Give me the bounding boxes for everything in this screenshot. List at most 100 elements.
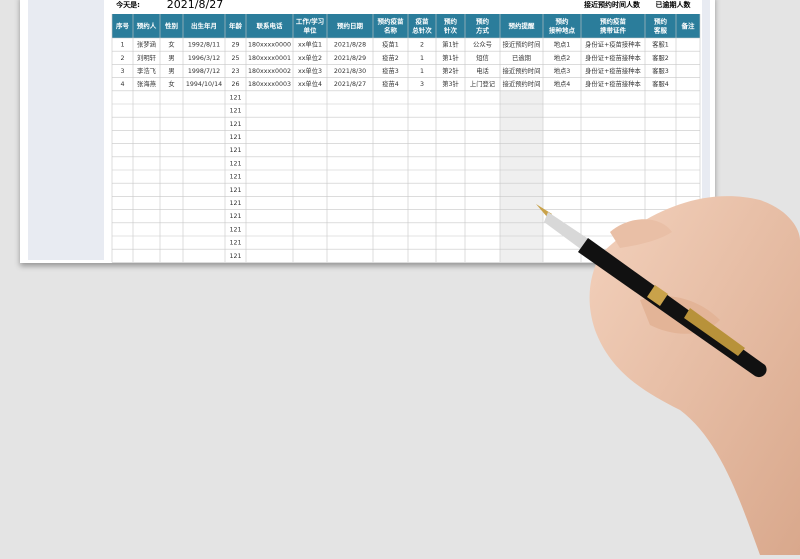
cell: xx单位1 (298, 40, 322, 49)
overdue-label: 已逾期人数 (656, 0, 692, 9)
reminder-shade (500, 183, 543, 197)
cell: 2 (420, 42, 424, 49)
cell: 上门登记 (470, 79, 496, 88)
cell: 121 (229, 187, 241, 194)
cell: 121 (229, 174, 241, 181)
cell: 接近预约时间 (503, 79, 541, 88)
cell: 121 (229, 200, 241, 207)
cell: 短信 (476, 53, 489, 62)
header-cell: 单位 (304, 26, 318, 35)
header-cell: 年龄 (229, 21, 243, 30)
reminder-shade (500, 170, 543, 184)
header-cell: 携带证件 (600, 26, 627, 35)
header-cell: 针次 (443, 26, 458, 35)
cell: 身份证+疫苗接种本 (585, 79, 641, 88)
cell: 客服3 (652, 66, 669, 75)
cell: 2021/8/30 (334, 68, 366, 75)
cell: 121 (229, 121, 241, 128)
reminder-shade (500, 90, 543, 104)
sheet (20, 0, 715, 263)
cell: 客服2 (652, 53, 669, 62)
cell: 疫苗2 (382, 53, 399, 62)
cell: 121 (229, 134, 241, 141)
cell: 121 (229, 253, 241, 260)
header-cell: 疫苗 (416, 17, 430, 26)
cell: 1992/8/11 (188, 42, 220, 49)
cell: 121 (229, 94, 241, 101)
header-cell: 方式 (476, 26, 490, 35)
cell: 男 (168, 54, 174, 62)
cell: 26 (231, 81, 239, 88)
header-cell: 预约人 (137, 21, 157, 30)
cell: 2021/8/29 (334, 55, 366, 62)
reminder-shade (500, 130, 543, 144)
cell: 第3针 (442, 79, 459, 88)
cell: 身份证+疫苗接种本 (585, 53, 641, 62)
reminder-shade (500, 236, 543, 250)
cell: 地点3 (554, 66, 571, 75)
cell: 电话 (476, 66, 489, 75)
cell: 180xxxx0001 (248, 55, 291, 62)
header-cell: 性别 (165, 21, 179, 30)
cell: 李浩飞 (137, 66, 157, 75)
reminder-shade (500, 156, 543, 170)
cell: 121 (229, 240, 241, 247)
reminder-shade (500, 117, 543, 131)
header-cell: 预约 (444, 17, 458, 26)
cell: 2021/8/28 (334, 42, 366, 49)
cell: 接近预约时间 (503, 66, 541, 75)
cell: 已逾期 (512, 53, 531, 62)
cell: xx单位3 (298, 66, 322, 75)
cell: 121 (229, 108, 241, 115)
cell: 疫苗4 (382, 79, 399, 88)
header-bg (112, 14, 700, 38)
cell: 1994/10/14 (186, 81, 222, 88)
header-cell: 接种地点 (549, 26, 576, 35)
cell: 180xxxx0002 (248, 68, 291, 75)
cell: 公众号 (473, 41, 492, 49)
cell: 女 (168, 40, 174, 49)
header-cell: 联系电话 (257, 21, 284, 30)
cell: 29 (231, 42, 239, 49)
cell: 1998/7/12 (188, 68, 220, 75)
cell: 身份证+疫苗接种本 (585, 66, 641, 75)
cell: 121 (229, 213, 241, 220)
cell: 客服1 (652, 40, 669, 49)
cell: 3 (120, 68, 124, 75)
cell: 地点4 (554, 79, 571, 88)
cell: 121 (229, 147, 241, 154)
cell: 121 (229, 226, 241, 233)
today-date: 2021/8/27 (167, 0, 223, 11)
header-cell: 预约疫苗 (378, 17, 405, 26)
header-cell: 预约 (556, 17, 570, 26)
cell: 3 (420, 81, 424, 88)
table: 序号 预约人 性别 出生年月 年龄 联系电话工作/学习单位预约日期预约疫苗名称疫苗总针次预… (111, 14, 701, 263)
header-cell: 客服 (653, 26, 668, 35)
header-cell: 备注 (681, 21, 696, 30)
cell: 1 (120, 42, 124, 49)
hand-with-pen (536, 196, 800, 555)
near-label: 接近预约时间人数 (584, 0, 641, 9)
cell: 180xxxx0000 (248, 42, 291, 49)
cell: 男 (168, 67, 174, 75)
header-cell: 预约疫苗 (600, 17, 627, 26)
header-cell: 总针次 (412, 26, 432, 35)
cell: 2 (120, 55, 124, 62)
cell: 2021/8/27 (334, 81, 366, 88)
cell: 地点2 (554, 53, 571, 62)
reminder-shade (500, 196, 543, 210)
header-cell: 预约日期 (337, 21, 364, 30)
cell: 180xxxx0003 (248, 81, 291, 88)
reminder-shade (500, 104, 543, 118)
cell: 疫苗3 (382, 66, 399, 75)
header-cell: 预约 (476, 17, 490, 26)
cell: xx单位2 (298, 53, 322, 62)
cell: 121 (229, 160, 241, 167)
cell: xx单位4 (298, 79, 322, 88)
cell: 疫苗1 (382, 40, 399, 49)
cell: 23 (231, 68, 239, 75)
header-cell: 名称 (384, 26, 398, 35)
reminder-shade (500, 249, 543, 263)
